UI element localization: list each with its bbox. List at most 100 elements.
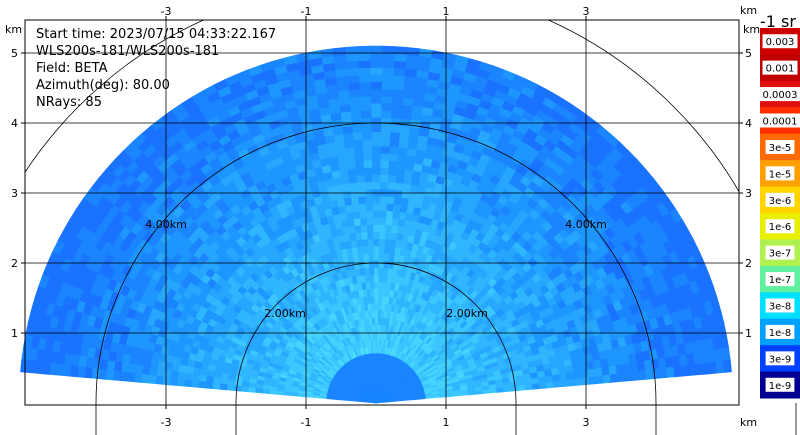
- sector-cell: [361, 124, 372, 133]
- sector-cell: [399, 118, 412, 127]
- sector-cell: [377, 316, 381, 325]
- sector-cell: [391, 210, 400, 220]
- sector-cell: [353, 153, 364, 162]
- start-time-text: Start time: 2023/07/15 04:33:22.167: [36, 27, 276, 42]
- sector-cell: [162, 376, 171, 386]
- sector-cell: [390, 103, 403, 112]
- sector-cell: [351, 124, 363, 134]
- sector-cell: [399, 204, 408, 213]
- sector-cell: [371, 160, 381, 168]
- x-unit-label-bottom: km: [740, 416, 757, 429]
- sector-cell: [357, 195, 366, 205]
- sector-cell: [98, 368, 108, 380]
- colorbar-label: 3e-8: [769, 302, 792, 313]
- sector-cell: [390, 117, 402, 126]
- sector-cell: [372, 224, 380, 232]
- sector-cell: [226, 384, 235, 391]
- sector-cell: [382, 274, 388, 283]
- sector-cell: [368, 274, 375, 283]
- sector-cell: [352, 138, 363, 148]
- sector-cell: [399, 125, 411, 135]
- sector-cell: [339, 175, 350, 185]
- colorbar-label: 3e-5: [769, 143, 792, 154]
- sector-cell: [358, 203, 367, 212]
- colorbar-label: 1e-8: [769, 328, 792, 339]
- y-tick-label-right: 4: [745, 117, 752, 130]
- sector-cell: [148, 374, 157, 385]
- sector-cell: [177, 371, 186, 380]
- sector-cell: [370, 95, 382, 104]
- sector-cell: [370, 110, 382, 118]
- sector-cell: [393, 196, 402, 205]
- sector-cell: [332, 47, 346, 57]
- sector-cell: [559, 379, 569, 388]
- sector-cell: [345, 153, 356, 163]
- sector-cell: [381, 52, 395, 62]
- sector-cell: [364, 181, 373, 190]
- sector-cell: [359, 88, 371, 97]
- sector-cell: [370, 117, 382, 125]
- sector-cell: [374, 316, 378, 325]
- sector-cell: [387, 260, 394, 269]
- sector-cell: [348, 96, 361, 105]
- sector-cell: [380, 95, 393, 104]
- sector-cell: [370, 131, 382, 140]
- sector-cell: [371, 138, 381, 147]
- sector-cell: [659, 366, 668, 379]
- sector-cell: [383, 238, 391, 247]
- sector-cell: [370, 124, 382, 132]
- sector-cell: [219, 383, 228, 391]
- sector-cell: [373, 252, 379, 261]
- sector-cell: [346, 67, 360, 77]
- sector-cell: [105, 369, 115, 381]
- sector-cell: [91, 367, 100, 380]
- sector-cell: [233, 385, 242, 392]
- sector-cell: [133, 373, 143, 383]
- sector-cell: [359, 95, 372, 104]
- sector-cell: [378, 259, 384, 268]
- colorbar-label: 1e-5: [769, 169, 792, 180]
- sector-cell: [644, 368, 654, 380]
- sector-cell: [169, 377, 178, 386]
- x-tick-label-bottom: 3: [583, 416, 590, 429]
- sector-cell: [383, 245, 391, 254]
- sector-cell: [396, 160, 406, 170]
- ring-label: 4.00km: [565, 218, 607, 231]
- colorbar-label: 0.0003: [763, 90, 798, 101]
- sector-cell: [356, 45, 371, 54]
- sector-cell: [363, 174, 373, 183]
- sector-cell: [384, 217, 393, 226]
- sector-cell: [347, 175, 358, 184]
- sector-cell: [352, 210, 361, 220]
- sector-cell: [396, 153, 407, 163]
- sector-cell: [406, 47, 420, 57]
- ring-label: 2.00km: [264, 307, 306, 320]
- sector-cell: [362, 152, 373, 161]
- sector-cell: [381, 67, 394, 76]
- sector-cell: [148, 366, 158, 377]
- sector-cell: [372, 202, 380, 211]
- sector-cell: [379, 174, 389, 183]
- sector-cell: [372, 238, 380, 247]
- sector-cell: [383, 252, 390, 262]
- sector-cell: [398, 139, 409, 149]
- sector-cell: [355, 167, 365, 176]
- sector-cell: [369, 52, 383, 61]
- sector-cell: [212, 382, 221, 390]
- sector-cell: [379, 159, 390, 169]
- sector-cell: [391, 88, 404, 98]
- sector-cell: [347, 74, 360, 84]
- sector-cell: [381, 74, 394, 83]
- sector-cell: [380, 109, 392, 119]
- sector-cell: [371, 145, 381, 154]
- sector-cell: [359, 217, 368, 226]
- sector-cell: [381, 81, 394, 90]
- sector-cell: [393, 189, 403, 198]
- sector-cell: [371, 174, 381, 182]
- sector-cell: [340, 118, 353, 127]
- y-unit-label-left: km: [5, 23, 22, 36]
- sector-cell: [342, 190, 352, 199]
- x-tick-label-top: -1: [301, 5, 312, 18]
- sector-cell: [377, 295, 382, 304]
- sector-cell: [346, 160, 356, 170]
